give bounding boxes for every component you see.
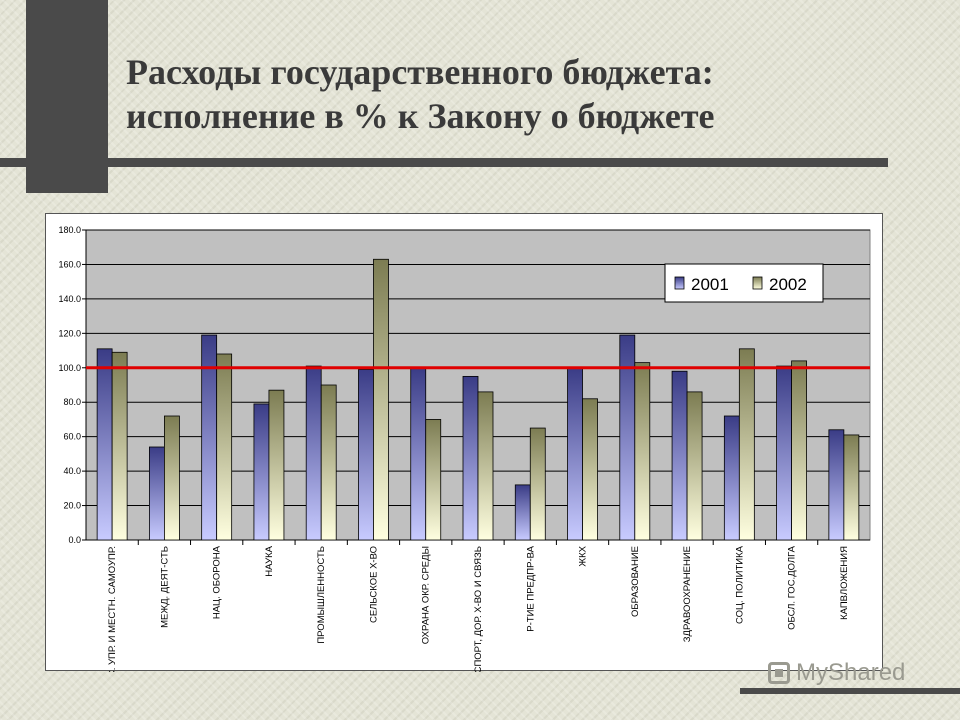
bar-2002 [529,427,546,541]
x-tick-label: СОЦ. ПОЛИТИКА [734,545,745,624]
legend-label-2002: 2002 [769,275,807,294]
x-tick-label: Р-ТИЕ ПРЕДПР-ВА [525,545,536,631]
chart-frame: 0.0 20.0 40.0 60.0 80.0 100.0 120.0 140.0 160.0 1… [45,213,883,672]
presentation-icon [768,662,790,684]
y-tick-label: 160.0 [58,259,81,269]
bar-2002 [477,391,494,541]
x-tick-label: ОХРАНА ОКР. СРЕДЫ [421,546,432,644]
bar-2001 [462,375,479,541]
bar-2001 [776,365,792,541]
bar-2001 [828,429,845,541]
slide-title: Расходы государственного бюджета: исполн… [126,50,715,138]
bar-2002 [843,434,860,541]
bar-2002 [111,351,128,541]
x-tick-label: ГОС. УПР. И МЕСТН. САМОУПР. [107,546,118,672]
bar-2002 [634,362,651,541]
x-tick-label: ОБСЛ. ГОС.ДОЛГА [787,545,798,630]
y-tick-label: 20.0 [63,501,81,511]
x-tick-label: КАПВЛОЖЕНИЯ [839,546,850,620]
y-tick-label: 140.0 [58,294,81,304]
y-tick-label: 80.0 [63,397,81,407]
bar-2002 [791,360,807,541]
bar-2001 [514,484,531,541]
y-tick-label: 0.0 [68,535,81,545]
x-tick-label: НАЦ. ОБОРОНА [212,545,223,619]
bar-2002 [425,419,442,541]
y-tick-label: 40.0 [63,466,81,476]
bar-chart: 0.0 20.0 40.0 60.0 80.0 100.0 120.0 140.0 160.0 1… [58,225,871,672]
y-tick-label: 120.0 [58,328,81,338]
bar-2001 [410,367,427,541]
bar-2002 [738,348,755,541]
y-tick-label: 180.0 [58,225,81,235]
x-tick-label: ОБРАЗОВАНИЕ [630,546,641,617]
legend-label-2001: 2001 [691,275,729,294]
bar-2002 [320,384,337,541]
x-tick-label: ЗДРАВООХРАНЕНИЕ [682,546,693,642]
title-underline [0,158,888,167]
x-tick-label: ЖКХ [578,545,589,566]
legend-swatch-2002 [752,276,763,290]
bottom-decorative-line [740,688,960,694]
x-tick-label: НАУКА [264,545,275,576]
bar-2002 [164,415,180,541]
watermark-text: MyShared [796,659,906,686]
bar-2002 [373,258,389,541]
watermark: MyShared [768,656,928,690]
bar-2002 [268,389,285,541]
legend-box [664,263,824,303]
x-tick-label: ТРАНСПОРТ, ДОР. Х-ВО И СВЯЗЬ [473,546,484,672]
bar-2002 [582,398,598,541]
slide-title-line-1: Расходы государственного бюджета: [126,52,714,92]
bar-2001 [723,415,740,541]
bar-2002 [216,353,233,541]
bar-2001 [671,370,688,541]
bar-2001 [619,334,636,541]
bar-2001 [305,365,322,541]
y-tick-label: 100.0 [58,363,81,373]
legend: 2001 2002 [664,263,824,303]
bar-2001 [201,334,218,541]
bar-2001 [96,348,113,541]
bar-2001 [149,446,165,541]
bar-2001 [253,403,270,541]
slide-title-line-2: исполнение в % к Закону о бюджете [126,96,715,136]
x-tick-label: ПРОМЫШЛЕННОСТЬ [316,546,327,644]
bar-2001 [567,367,583,541]
y-tick-label: 60.0 [63,432,81,442]
x-tick-label: СЕЛЬСКОЕ Х-ВО [368,546,379,623]
legend-swatch-2001 [674,276,685,290]
bar-2001 [358,369,374,541]
bar-2002 [686,391,703,541]
x-tick-label: МЕЖД. ДЕЯТ-СТЬ [159,546,170,628]
